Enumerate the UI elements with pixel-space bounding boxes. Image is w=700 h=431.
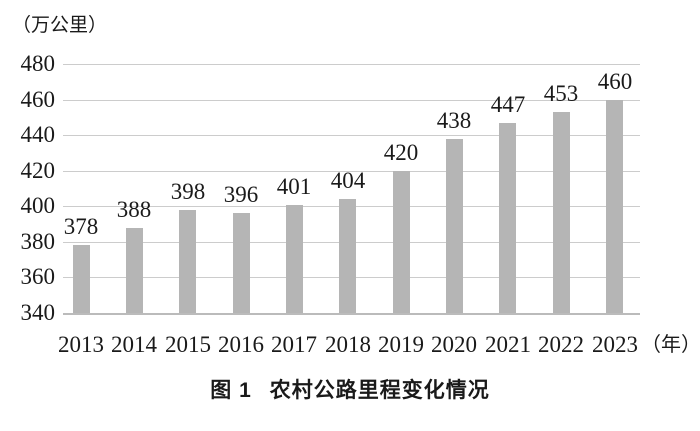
bar-2022 [553, 112, 570, 313]
x-tick-label: 2013 [58, 332, 104, 357]
x-tick-label: 2018 [325, 332, 371, 357]
bar-value-label: 378 [63, 214, 99, 239]
x-tick-label: 2016 [218, 332, 264, 357]
x-axis-unit-label: （年） [641, 334, 700, 356]
bar-value-label: 420 [383, 140, 419, 165]
figure-caption: 图 1 农村公路里程变化情况 [0, 377, 700, 404]
bar-2020 [446, 139, 463, 313]
plot-area: 340 360 380 400 420 440 460 480 378 2013 388 2014 39… [21, 52, 640, 357]
x-tick-label: 2015 [165, 332, 211, 357]
bar-2018 [339, 199, 356, 313]
y-tick-label: 360 [20, 264, 56, 289]
bar-value-label: 460 [597, 69, 633, 94]
bar-2016 [233, 213, 250, 313]
bar-2021 [499, 123, 516, 313]
x-tick-label: 2020 [431, 332, 477, 357]
bar-value-label: 401 [276, 174, 312, 199]
figure-caption-title: 农村公路里程变化情况 [269, 379, 490, 402]
x-tick-label: 2023 [592, 332, 638, 357]
bar-value-label: 438 [436, 108, 472, 133]
gridline [63, 64, 640, 65]
y-tick-label: 440 [20, 122, 56, 147]
bar-2013 [73, 245, 90, 313]
bar-2014 [126, 228, 143, 313]
x-tick-label: 2022 [538, 332, 584, 357]
bar-2019 [393, 171, 410, 313]
x-tick-label: 2021 [485, 332, 531, 357]
gridline [63, 100, 640, 101]
bar-value-label: 388 [116, 197, 152, 222]
y-axis-unit-label: （万公里） [12, 15, 108, 36]
bar-value-label: 398 [170, 179, 206, 204]
bar-2017 [286, 205, 303, 313]
bar-value-label: 447 [490, 92, 526, 117]
bar-value-label: 396 [223, 182, 259, 207]
x-tick-label: 2019 [378, 332, 424, 357]
bar-value-label: 404 [330, 168, 366, 193]
x-axis-line [63, 313, 640, 315]
x-tick-label: 2017 [271, 332, 317, 357]
y-tick-label: 480 [20, 51, 56, 76]
y-tick-label: 420 [20, 158, 56, 183]
bar-value-label: 453 [543, 81, 579, 106]
figure-caption-number: 图 1 [210, 379, 252, 402]
bar-2023 [606, 100, 623, 313]
bar-2015 [179, 210, 196, 313]
gridline [63, 135, 640, 136]
x-tick-label: 2014 [111, 332, 157, 357]
y-tick-label: 460 [20, 87, 56, 112]
gridline [63, 171, 640, 172]
y-tick-label: 340 [20, 300, 56, 325]
y-tick-label: 380 [20, 229, 56, 254]
y-tick-label: 400 [20, 193, 56, 218]
